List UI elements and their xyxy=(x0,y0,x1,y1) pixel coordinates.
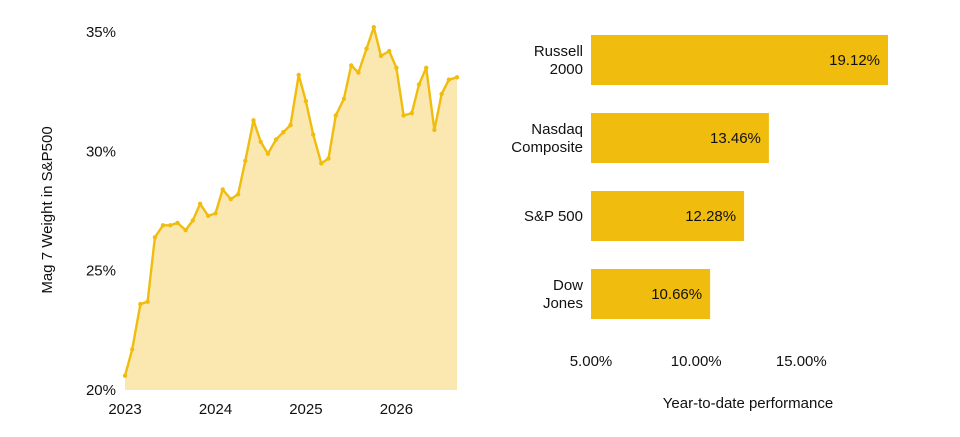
category-label-3-0: Dow xyxy=(553,277,583,294)
bar-x-tick-label-2: 15.00% xyxy=(776,353,827,370)
data-point-12 xyxy=(213,211,218,216)
x-tick-label-3: 2026 xyxy=(380,401,413,418)
bar-chart: Year-to-date performance 19.12% Russell20… xyxy=(511,35,888,412)
data-point-3 xyxy=(145,299,150,304)
data-point-32 xyxy=(364,46,369,51)
data-point-6 xyxy=(168,223,173,228)
data-point-10 xyxy=(197,201,203,206)
data-point-25 xyxy=(311,132,316,137)
bar-value-label-1: 13.46% xyxy=(710,130,761,147)
data-point-13 xyxy=(220,187,225,192)
data-point-0 xyxy=(122,373,128,378)
data-point-37 xyxy=(401,113,406,118)
bar-x-tick-label-0: 5.00% xyxy=(570,353,613,370)
y-tick-label-2: 30% xyxy=(86,143,116,160)
data-point-8 xyxy=(183,227,188,233)
x-tick-label-1: 2024 xyxy=(199,401,232,418)
category-label-3-1: Jones xyxy=(543,295,583,312)
data-point-36 xyxy=(394,65,399,71)
data-point-23 xyxy=(296,72,301,78)
data-point-9 xyxy=(190,218,195,223)
x-tick-label-2: 2025 xyxy=(289,401,322,418)
bar-value-label-3: 10.66% xyxy=(651,286,702,303)
data-point-42 xyxy=(439,91,444,97)
area-chart: Mag 7 Weight in S&P500 20% 25% 30% 35% 2023 2… xyxy=(39,24,460,418)
data-point-7 xyxy=(175,220,180,226)
data-point-29 xyxy=(341,96,347,102)
bar-2 xyxy=(591,191,745,241)
data-point-5 xyxy=(160,223,166,228)
data-point-26 xyxy=(319,161,324,166)
data-point-4 xyxy=(152,235,158,240)
data-point-2 xyxy=(138,301,143,307)
data-point-39 xyxy=(416,82,422,87)
data-point-35 xyxy=(387,48,392,54)
data-point-44 xyxy=(454,75,460,80)
category-label-1-1: Composite xyxy=(511,139,583,156)
data-point-41 xyxy=(432,127,437,133)
x-tick-label-0: 2023 xyxy=(108,401,141,418)
data-point-38 xyxy=(409,110,414,116)
data-point-40 xyxy=(424,65,429,71)
category-label-0-0: Russell xyxy=(534,43,583,60)
data-point-14 xyxy=(228,196,233,202)
data-point-16 xyxy=(243,158,248,164)
data-point-31 xyxy=(356,70,361,75)
data-point-34 xyxy=(378,53,384,59)
data-point-15 xyxy=(235,192,241,197)
data-point-24 xyxy=(303,99,309,104)
y-tick-label-1: 25% xyxy=(86,263,116,280)
category-label-0-1: 2000 xyxy=(550,61,583,78)
data-point-1 xyxy=(130,347,135,352)
data-point-33 xyxy=(371,25,376,30)
data-point-11 xyxy=(206,213,211,218)
y-tick-label-0: 20% xyxy=(86,382,116,399)
data-point-20 xyxy=(273,137,279,142)
data-point-30 xyxy=(349,63,354,68)
bar-value-label-2: 12.28% xyxy=(685,208,736,225)
data-point-19 xyxy=(265,151,271,156)
bar-3 xyxy=(591,269,711,319)
bar-value-label-0: 19.12% xyxy=(829,52,880,69)
category-label-1-0: Nasdaq xyxy=(531,121,583,138)
data-point-21 xyxy=(281,130,286,135)
data-point-27 xyxy=(326,156,331,161)
data-point-17 xyxy=(251,118,256,123)
data-point-22 xyxy=(288,122,293,128)
area-chart-ylabel: Mag 7 Weight in S&P500 xyxy=(39,126,56,293)
data-point-43 xyxy=(446,77,452,82)
bar-chart-xlabel: Year-to-date performance xyxy=(663,395,833,412)
data-point-28 xyxy=(333,113,338,118)
y-tick-label-3: 35% xyxy=(86,24,116,41)
category-label-2-0: S&P 500 xyxy=(524,208,583,225)
area-fill xyxy=(125,27,457,390)
data-point-18 xyxy=(258,139,263,144)
bar-x-tick-label-1: 10.00% xyxy=(671,353,722,370)
bar-1 xyxy=(591,113,769,163)
bar-0 xyxy=(591,35,888,85)
